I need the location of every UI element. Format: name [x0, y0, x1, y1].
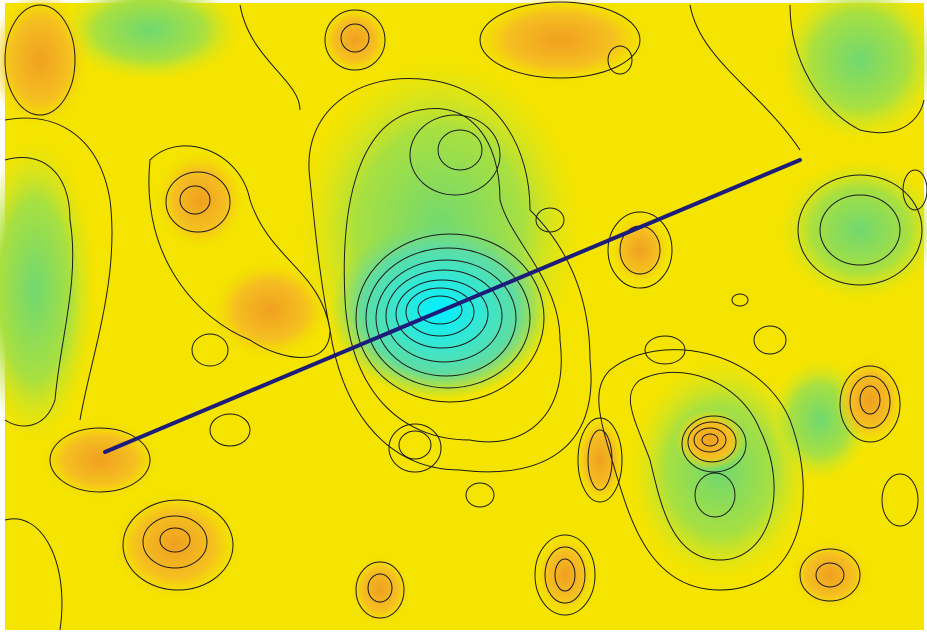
orange-region	[790, 540, 870, 610]
contour-line	[753, 325, 787, 355]
contour-line	[687, 421, 737, 463]
contour-line	[815, 562, 845, 588]
contour-line	[375, 259, 517, 377]
contour-line	[239, 4, 301, 111]
contour-line	[355, 233, 545, 403]
contour-line	[693, 427, 727, 453]
contour-line	[405, 287, 475, 337]
contour-line	[701, 433, 719, 447]
contour-line	[544, 546, 586, 604]
contour-line	[799, 548, 861, 602]
contour-line	[607, 211, 673, 289]
contour-line	[4, 4, 76, 116]
contour-line	[385, 269, 503, 363]
contour-line	[681, 415, 747, 473]
orange-region	[350, 555, 410, 625]
orange-region	[110, 490, 240, 600]
orange-region	[470, 0, 650, 85]
contour-line	[398, 430, 432, 460]
contour-line	[437, 129, 483, 171]
contour-line	[142, 515, 208, 569]
orange-region	[320, 5, 390, 75]
green-region	[780, 160, 927, 300]
contour-line	[577, 417, 623, 503]
orange-region	[210, 260, 330, 360]
contour-line	[409, 114, 501, 196]
contour-line	[694, 472, 736, 518]
contour-line	[689, 4, 801, 151]
contour-line	[849, 375, 891, 429]
contour-line	[179, 185, 211, 215]
contour-line	[4, 157, 74, 427]
orange-region	[575, 415, 625, 505]
orange-region	[0, 0, 90, 130]
contour-line	[148, 145, 331, 358]
orange-region	[675, 410, 745, 470]
contour-line	[731, 293, 749, 307]
green-region	[60, 0, 240, 80]
contour-line	[340, 23, 370, 53]
contour-line	[789, 4, 925, 134]
contour-line	[209, 413, 251, 447]
contour-line	[308, 78, 592, 473]
contour-line	[324, 9, 386, 71]
contour-line	[165, 171, 231, 233]
contour-line	[534, 534, 596, 616]
contour-line	[367, 573, 393, 603]
contour-line	[902, 169, 927, 211]
orange-region	[835, 355, 905, 445]
contour-line	[465, 482, 495, 508]
contour-line	[839, 365, 901, 443]
orange-region	[40, 420, 160, 500]
orange-region	[535, 535, 595, 615]
contour-line	[479, 1, 641, 79]
contour-line	[395, 279, 489, 349]
contour-line	[122, 499, 234, 591]
contour-line	[598, 349, 804, 591]
contour-line	[343, 108, 562, 443]
contour-line	[159, 527, 191, 553]
contour-line	[4, 518, 63, 631]
contour-line	[388, 423, 442, 473]
contour-line	[819, 194, 901, 266]
green-region	[780, 0, 927, 140]
contour-line	[644, 335, 686, 365]
contour-line	[365, 247, 531, 389]
contour-line	[191, 333, 229, 367]
contour-line	[4, 117, 113, 421]
green-region	[0, 140, 95, 440]
contour-line	[607, 45, 633, 75]
contour-line	[417, 295, 463, 325]
contour-line	[630, 371, 775, 561]
contour-line	[881, 473, 919, 527]
contour-line	[797, 174, 923, 286]
contour-line	[859, 385, 881, 415]
contour-line	[535, 207, 565, 233]
contour-line	[49, 427, 151, 493]
profile-line	[103, 158, 802, 454]
green-region	[630, 360, 810, 580]
contour-line	[587, 429, 613, 491]
contour-line	[554, 558, 576, 592]
contour-line	[355, 561, 405, 619]
